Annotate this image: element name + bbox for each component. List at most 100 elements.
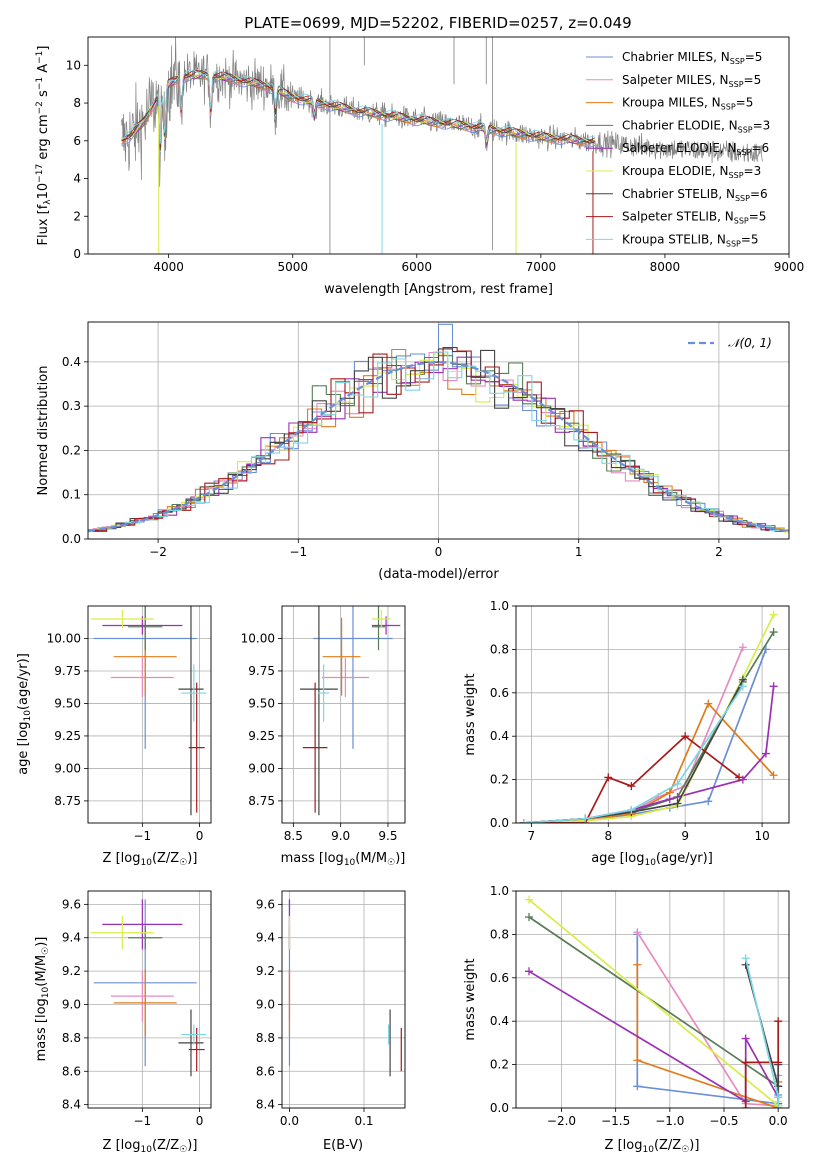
x-axis-label-part: mass [log [281, 851, 344, 866]
y-tick-label: 9.50 [248, 696, 275, 710]
legend-label-sub: SSP [730, 57, 745, 66]
residual-histogram [92, 347, 789, 532]
y-tick-label: 8.4 [256, 1098, 275, 1112]
x-axis-label-part: (age/yr)] [656, 851, 713, 866]
y-tick-label: 9.0 [62, 998, 81, 1012]
y-axis-label-part: )] [34, 937, 49, 947]
x-tick-label: 7000 [526, 260, 557, 274]
mass-weight-marker [774, 1104, 783, 1108]
model-spectrum-line [121, 69, 596, 145]
x-axis-label-part: (Z/Z [152, 1138, 179, 1153]
y-tick-label: 0.6 [490, 686, 509, 700]
y-axis-label-part: s [36, 90, 51, 101]
mass-weight-line [523, 735, 740, 823]
x-tick-label: 0.0 [769, 1114, 788, 1128]
legend-label-count: =5 [741, 232, 759, 246]
legend-label-sub: SSP [721, 103, 736, 112]
mass-weight-line [523, 614, 775, 823]
mass-weight-marker [769, 682, 778, 691]
x-tick-label: 0.0 [280, 1114, 299, 1128]
legend-label-model: Kroupa MILES, N [622, 96, 721, 110]
legend-label: Salpeter STELIB, NSSP=5 [622, 210, 766, 226]
plot-area [121, 37, 764, 254]
mass-weight-marker [735, 773, 744, 782]
x-tick-label: 0 [435, 545, 443, 559]
mass-weight-marker [738, 643, 747, 652]
y-tick-label: 8.4 [62, 1098, 81, 1112]
mass-weight-marker [581, 814, 590, 823]
y-axis-label-part: ☉ [41, 947, 51, 955]
legend-label-count: =5 [749, 210, 767, 224]
x-axis-label-part: ☉ [387, 858, 395, 868]
legend-label-count: =5 [736, 96, 754, 110]
legend-label-sub: SSP [735, 194, 750, 203]
residual-histogram [88, 348, 789, 532]
x-tick-label: 10 [754, 829, 769, 843]
mass-weight-line [636, 931, 780, 1107]
x-tick-label: 1 [575, 545, 583, 559]
y-tick-label: 8 [73, 96, 81, 110]
mass-weight-line [528, 899, 780, 1108]
x-axis-label: age [log10(age/yr)] [591, 851, 713, 868]
y-tick-label: 2 [73, 209, 81, 223]
x-tick-label: 0 [196, 829, 204, 843]
y-tick-label: 8.8 [62, 1031, 81, 1045]
model-spectrum-line [121, 74, 596, 151]
y-tick-label: 0.1 [62, 488, 81, 502]
y-tick-label: 9.6 [62, 897, 81, 911]
axes-frame [87, 605, 212, 824]
y-tick-label: 9.50 [54, 696, 81, 710]
mass-weight-line [636, 964, 780, 1108]
y-tick-label: 9.75 [54, 664, 81, 678]
model-spectrum-line [121, 70, 596, 148]
x-axis-label-part: (M/M [355, 851, 387, 866]
mass-weight-marker [774, 1017, 783, 1026]
axes-frame [515, 605, 790, 824]
axes-frame [87, 321, 790, 540]
x-axis-label-part: )] [187, 851, 197, 866]
y-tick-label: 0.2 [490, 773, 509, 787]
y-tick-label: 10.00 [241, 631, 275, 645]
x-axis-label-part: 10 [644, 858, 656, 868]
y-tick-label: 9.4 [62, 931, 81, 945]
y-axis-label: mass weight [463, 958, 478, 1040]
y-axis-label-part: Flux [f [36, 204, 51, 245]
y-tick-label: 9.0 [256, 998, 275, 1012]
x-tick-label: −1.5 [601, 1114, 630, 1128]
y-axis-label-part: age [log [16, 722, 31, 775]
y-tick-label: 0.8 [490, 642, 509, 656]
y-axis-label-part: 10 [41, 986, 51, 998]
y-tick-label: 8.6 [256, 1064, 275, 1078]
x-axis-label-part: )] [187, 1138, 197, 1153]
mass-weight-marker [525, 895, 533, 904]
mass-weight-vs-age-panel: 7 8 9 10 0.0 0.2 0.4 0.6 0.8 1.0 mass weight age [l… [463, 599, 790, 868]
y-tick-label: 8.75 [54, 794, 81, 808]
mass-weight-marker [704, 797, 713, 806]
mass-weight-marker [774, 1093, 783, 1102]
x-axis-label-part: )] [395, 851, 405, 866]
y-axis-label-part: erg cm [36, 114, 51, 163]
mass-weight-marker [519, 819, 528, 823]
mass-weight-marker [525, 967, 533, 976]
y-axis-label-part: A [36, 64, 51, 77]
mass-weight-marker [633, 1082, 642, 1091]
y-tick-label: 0.4 [490, 729, 509, 743]
x-tick-label: 5000 [277, 260, 308, 274]
mass-weight-vs-metallicity-panel: −2.0 −1.5 −1.0 −0.5 0.0 0.0 0.2 0.4 0.6 0.8 1.0 mas… [463, 884, 790, 1155]
x-axis-label-part: 10 [140, 858, 152, 868]
x-tick-label: 9000 [774, 260, 805, 274]
x-axis-label-part: (Z/Z [152, 851, 179, 866]
legend-label-model: Salpeter MILES, N [622, 73, 729, 87]
x-tick-label: −1 [133, 1114, 151, 1128]
y-axis-label-part: mass [log [34, 998, 49, 1061]
spectrum-panel: 4000 5000 6000 7000 8000 9000 0 2 4 6 8 10 wavelengt… [35, 36, 805, 297]
legend-label-model: Kroupa STELIB, N [622, 232, 726, 246]
mass-weight-line [744, 1021, 780, 1108]
legend-label-sub: SSP [729, 80, 744, 89]
y-tick-label: 0.0 [62, 532, 81, 546]
mass-weight-marker [769, 610, 778, 619]
x-tick-label: −1.0 [655, 1114, 684, 1128]
y-axis-label: mass weight [463, 673, 478, 755]
x-tick-label: 7 [528, 829, 536, 843]
figure-title: PLATE=0699, MJD=52202, FIBERID=0257, z=0… [244, 14, 631, 32]
